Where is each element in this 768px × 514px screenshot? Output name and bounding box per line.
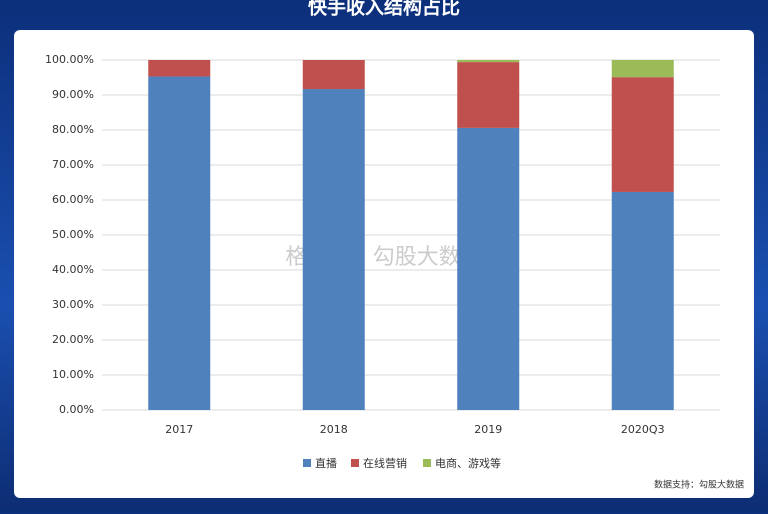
bar-segment [148,60,211,77]
bar-segment [457,62,520,128]
y-tick-label: 80.00% [52,123,94,136]
source: 数据支持：勾股大数据 [654,479,744,491]
x-tick-label: 2018 [320,423,348,436]
bar-segment [302,60,365,90]
legend-label: 电商、游戏等 [435,456,501,470]
chart-title: 快手收入结构占比 [308,0,460,19]
y-tick-label: 70.00% [52,158,94,171]
bar-segment [611,77,674,192]
y-tick-label: 30.00% [52,298,94,311]
y-tick-label: 100.00% [45,53,94,66]
x-tick-label: 2020Q3 [621,423,665,436]
bar-segment [611,191,674,410]
legend-swatch [303,459,311,467]
y-tick-label: 50.00% [52,228,94,241]
bar-segment [457,60,520,63]
legend-swatch [423,459,431,467]
legend-label: 在线营销 [363,456,407,470]
bar-segment [611,60,674,78]
x-tick-label: 2019 [474,423,502,436]
y-tick-label: 0.00% [59,403,94,416]
y-tick-label: 10.00% [52,368,94,381]
legend-swatch [351,459,359,467]
bar-segment [302,89,365,411]
legend-label: 直播 [315,456,337,470]
bar-segment [148,76,211,410]
y-tick-label: 40.00% [52,263,94,276]
y-tick-label: 90.00% [52,88,94,101]
y-tick-label: 20.00% [52,333,94,346]
bar-segment [457,127,520,411]
y-tick-label: 60.00% [52,193,94,206]
x-tick-label: 2017 [165,423,193,436]
